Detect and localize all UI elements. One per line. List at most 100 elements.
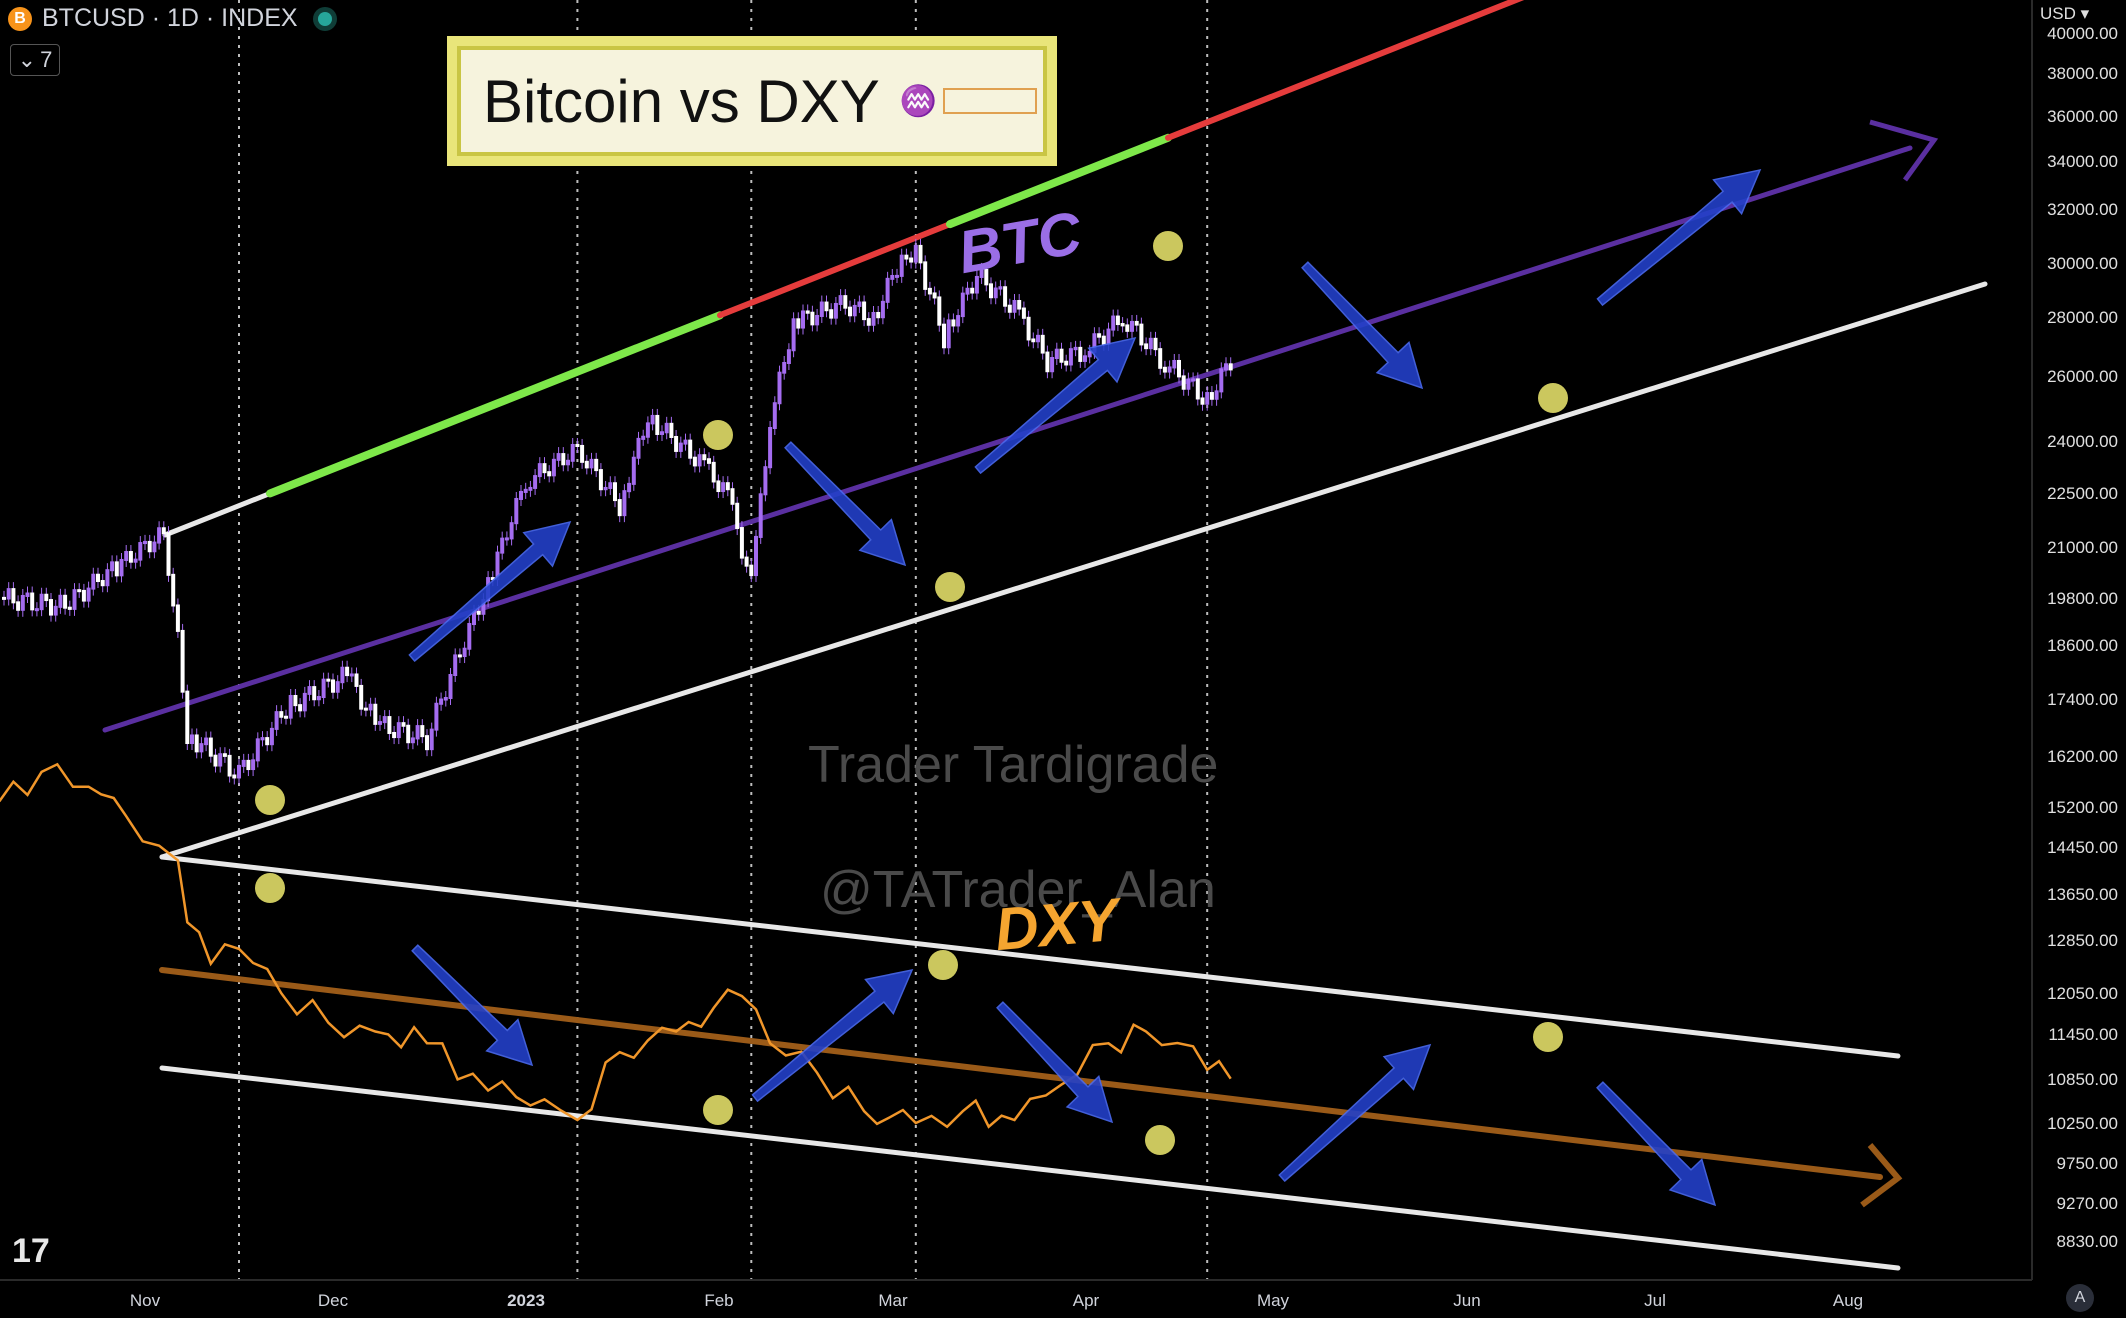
btc-candle bbox=[359, 684, 364, 710]
btc-candle bbox=[429, 728, 434, 751]
btc-candle bbox=[791, 318, 796, 352]
btc-candle bbox=[467, 623, 472, 650]
btc-candle bbox=[279, 711, 284, 718]
price-tick-label: 11450.00 bbox=[2048, 1025, 2118, 1044]
btc-candle bbox=[1026, 316, 1031, 341]
trend-arrow bbox=[1278, 1043, 1432, 1183]
btc-candle bbox=[622, 490, 627, 517]
btc-candle bbox=[984, 268, 989, 286]
btc-candle bbox=[650, 414, 655, 425]
btc-candle bbox=[711, 461, 716, 483]
btc-candle bbox=[537, 463, 542, 478]
btc-candle bbox=[81, 589, 86, 602]
watermark-handle: @TATrader_Alan bbox=[820, 861, 1216, 919]
symbol-label[interactable]: BTCUSD · 1D · INDEX bbox=[42, 4, 298, 32]
btc-candle bbox=[34, 608, 39, 612]
btc-candle bbox=[1045, 351, 1050, 373]
dxy-lower-channel bbox=[159, 1065, 1901, 1271]
btc-candle bbox=[504, 537, 509, 541]
btc-candle bbox=[655, 414, 660, 435]
btc-candle bbox=[434, 702, 439, 731]
price-tick-label: 8830.00 bbox=[2057, 1232, 2118, 1251]
btc-candle bbox=[345, 666, 350, 677]
pivot-marker bbox=[1145, 1125, 1175, 1155]
btc-candle bbox=[100, 580, 105, 587]
btc-candle bbox=[335, 681, 340, 693]
currency-selector[interactable]: USD ▾ bbox=[2040, 4, 2090, 23]
btc-candle bbox=[815, 314, 820, 326]
btc-candle bbox=[664, 422, 669, 434]
btc-candle bbox=[331, 679, 335, 693]
btc-candle bbox=[288, 694, 293, 719]
btc-lower-channel bbox=[159, 281, 1988, 860]
btc-candle bbox=[1111, 315, 1116, 331]
btc-candle bbox=[119, 558, 124, 577]
price-tick-label: 24000.00 bbox=[2047, 432, 2118, 451]
btc-candle bbox=[67, 606, 72, 610]
btc-candle bbox=[392, 731, 397, 739]
btc-candle bbox=[1036, 334, 1040, 343]
price-tick-label: 32000.00 bbox=[2047, 200, 2118, 219]
btc-candle bbox=[768, 427, 773, 469]
btc-candle bbox=[669, 422, 674, 438]
btc-candle bbox=[58, 594, 63, 608]
btc-candle bbox=[617, 499, 622, 517]
btc-candle bbox=[697, 454, 702, 467]
btc-candle bbox=[340, 666, 345, 684]
btc-candle bbox=[735, 502, 740, 530]
btc-candle bbox=[96, 573, 100, 583]
btc-candle bbox=[589, 458, 594, 469]
btc-candle bbox=[509, 522, 514, 540]
btc-candle bbox=[25, 592, 30, 597]
dxy-series bbox=[0, 762, 1232, 1129]
btc-candle bbox=[674, 435, 679, 452]
btc-candle bbox=[199, 743, 204, 753]
btc-candle bbox=[213, 754, 218, 767]
tardigrade-logo-icon: ♒ bbox=[899, 84, 938, 118]
btc-candle bbox=[439, 698, 444, 705]
chevron-down-icon: ⌄ bbox=[17, 47, 37, 72]
btc-candle bbox=[970, 287, 975, 294]
btc-candle bbox=[951, 319, 956, 327]
btc-candle bbox=[678, 442, 683, 452]
btc-candle bbox=[683, 439, 688, 445]
btc-candle bbox=[185, 690, 190, 745]
btc-candle bbox=[30, 592, 35, 611]
pivot-marker bbox=[703, 420, 733, 450]
btc-candle bbox=[39, 593, 44, 611]
btc-candle bbox=[702, 454, 707, 461]
btc-candle bbox=[528, 486, 533, 491]
price-tick-label: 26000.00 bbox=[2047, 367, 2118, 386]
btc-candle bbox=[871, 311, 876, 326]
btc-candle bbox=[284, 715, 288, 719]
tradingview-logo-icon[interactable]: 17 bbox=[12, 1232, 50, 1270]
btc-candle bbox=[829, 309, 834, 319]
btc-candle bbox=[1158, 348, 1163, 369]
price-tick-label: 9750.00 bbox=[2057, 1154, 2118, 1173]
pivot-marker bbox=[255, 785, 285, 815]
btc-candle bbox=[237, 764, 241, 779]
btc-candle bbox=[204, 737, 209, 746]
btc-candle bbox=[744, 556, 749, 567]
btc-candle bbox=[547, 471, 552, 477]
btc-candle bbox=[152, 541, 157, 553]
price-tick-label: 13650.00 bbox=[2047, 885, 2118, 904]
btc-candle bbox=[382, 716, 387, 724]
btc-candle bbox=[570, 444, 575, 462]
btc-candle bbox=[363, 707, 368, 711]
btc-candle bbox=[1209, 392, 1214, 400]
btc-candle bbox=[255, 738, 260, 762]
btc-candle bbox=[749, 564, 754, 577]
indicators-toggle[interactable]: ⌄ 7 bbox=[10, 44, 60, 76]
btc-candle bbox=[1068, 348, 1073, 366]
btc-candle bbox=[1153, 337, 1158, 351]
btc-candle bbox=[876, 311, 881, 319]
auto-scale-button[interactable]: A bbox=[2066, 1284, 2094, 1312]
btc-candle bbox=[387, 716, 392, 734]
btc-candle bbox=[194, 734, 199, 753]
btc-candle bbox=[293, 694, 298, 707]
time-tick-label: Apr bbox=[1073, 1291, 1100, 1310]
btc-candle bbox=[608, 482, 613, 489]
btc-candle bbox=[1224, 363, 1228, 371]
